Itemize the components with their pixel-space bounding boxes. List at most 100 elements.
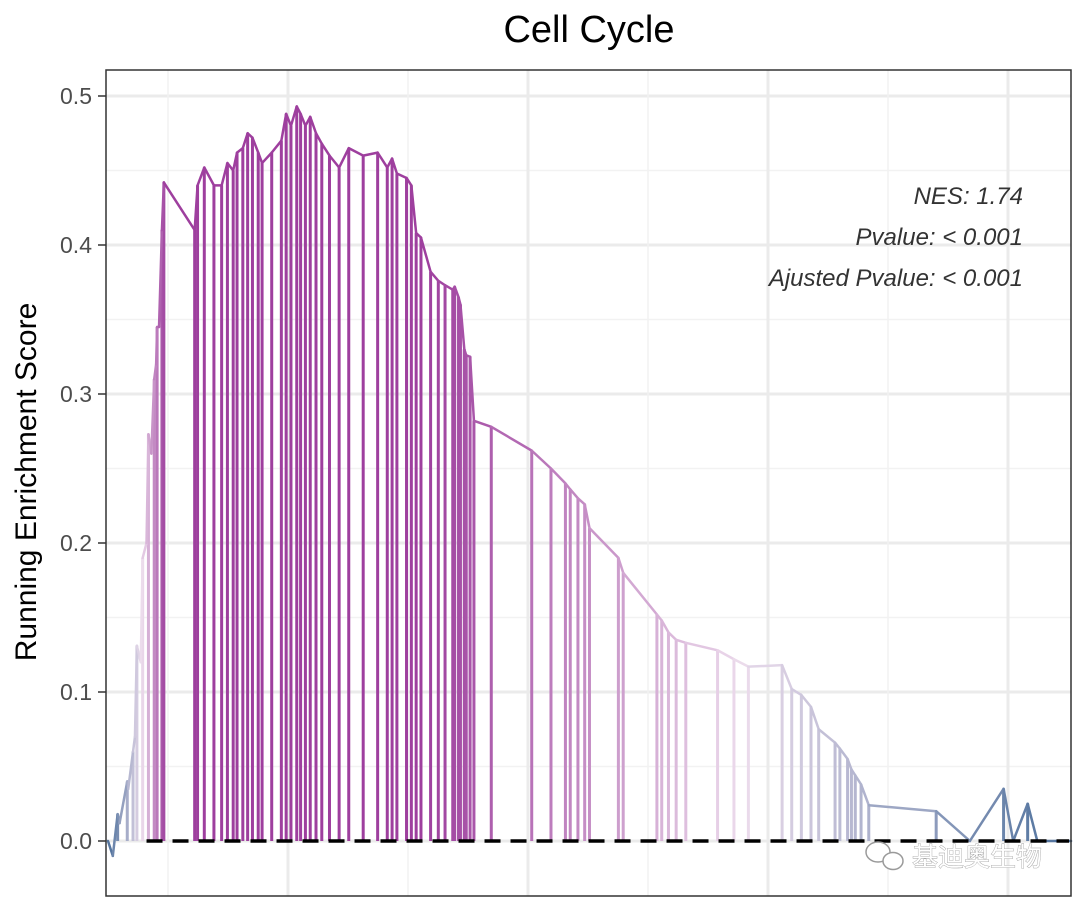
curve-segment-75 — [617, 556, 625, 575]
curve-segment-85 — [780, 663, 793, 691]
curve-segment-37 — [289, 105, 298, 128]
curve-segment-90 — [833, 741, 842, 750]
curve-segment-68 — [530, 449, 553, 470]
y-tick-label-5: 0.5 — [60, 83, 92, 109]
curve-segment-14 — [150, 377, 156, 455]
stats-annotation: NES: 1.74 Pvalue: < 0.001 Ajusted Pvalue… — [767, 183, 1023, 292]
curve-segment-31 — [251, 136, 260, 154]
plot-border — [105, 69, 1072, 897]
y-axis-label: Running Enrichment Score — [10, 303, 43, 662]
curve-segment-72 — [576, 497, 586, 506]
curve-segment-62 — [459, 303, 466, 351]
curve-segment-29 — [241, 132, 249, 150]
curve-segment-32 — [256, 151, 264, 165]
curve-segment-65 — [468, 355, 476, 423]
curve-segment-51 — [395, 172, 408, 180]
curve-segment-21 — [193, 184, 199, 232]
curve-segment-48 — [376, 151, 389, 169]
watermark-text: 基迪奥生物 — [912, 842, 1042, 872]
curve-segment-56 — [429, 270, 440, 283]
curve-segment-20 — [162, 181, 196, 232]
curve-segment-100 — [1011, 802, 1029, 843]
curve-segment-92 — [846, 757, 853, 771]
curve-segment-87 — [800, 693, 813, 709]
curve-segment-33 — [260, 151, 273, 165]
y-tick-label-3: 0.3 — [60, 381, 92, 407]
curve-segment-22 — [196, 166, 206, 187]
curve-segment-47 — [361, 151, 379, 157]
curve-segment-2 — [111, 812, 119, 858]
curve-segment-89 — [817, 728, 837, 744]
curve-segment-55 — [419, 236, 432, 274]
curve-segment-43 — [320, 142, 331, 157]
curve-segment-57 — [437, 279, 447, 287]
curve-segment-66 — [472, 419, 493, 429]
curve-segment-88 — [809, 705, 820, 731]
curve-segment-27 — [231, 151, 239, 172]
y-tick-label-1: 0.1 — [60, 679, 92, 705]
curve-segment-76 — [621, 571, 659, 616]
nes-label: NES: 1.74 — [914, 183, 1023, 210]
curve-segment-46 — [347, 146, 365, 157]
curve-segment-98 — [968, 787, 1005, 843]
curve-segment-95 — [859, 783, 871, 807]
curve-segment-15 — [152, 362, 158, 381]
curve-segment-94 — [854, 774, 863, 786]
curve-segment-6 — [126, 750, 135, 791]
pvalue-label: Pvalue: < 0.001 — [856, 224, 1023, 251]
curve-segment-52 — [405, 176, 413, 187]
curve-segment-86 — [790, 687, 803, 697]
curve-segment-73 — [583, 503, 591, 530]
curve-segment-4 — [118, 780, 129, 825]
watermark: 基迪奥生物 — [865, 841, 1042, 872]
curve-segment-36 — [284, 112, 293, 128]
curve-segment-18 — [157, 228, 164, 329]
running-score-curve — [106, 105, 1073, 858]
curve-segment-61 — [457, 295, 462, 306]
curve-segment-44 — [328, 154, 341, 169]
y-tick-label-4: 0.4 — [60, 232, 92, 258]
curve-segment-53 — [410, 184, 418, 235]
curve-segment-60 — [453, 285, 460, 299]
chart-title: Cell Cycle — [503, 9, 674, 51]
y-tick-label-0: 0.0 — [60, 828, 92, 854]
curve-segment-7 — [131, 735, 137, 753]
curve-segment-8 — [133, 644, 139, 738]
curve-segment-19 — [160, 181, 166, 232]
curve-segment-50 — [390, 157, 399, 175]
adjusted-pvalue-label: Ajusted Pvalue: < 0.001 — [767, 265, 1023, 292]
curve-segment-67 — [490, 425, 533, 452]
curve-segment-71 — [568, 488, 580, 500]
curve-segment-58 — [443, 283, 455, 291]
curve-segment-42 — [314, 132, 324, 145]
curve-segment-97 — [934, 809, 972, 843]
y-axis-ticks: 0.0 0.1 0.2 0.3 0.4 0.5 — [60, 83, 106, 854]
curve-segment-78 — [660, 619, 670, 634]
curve-segment-69 — [549, 467, 567, 485]
curve-segment-23 — [203, 166, 216, 187]
grid — [106, 70, 1071, 896]
curve-segment-25 — [220, 161, 229, 187]
curve-segment-80 — [674, 638, 688, 645]
curve-segment-82 — [716, 649, 736, 661]
curve-segment-40 — [304, 115, 312, 128]
curve-segment-10 — [139, 556, 144, 664]
curve-segment-12 — [145, 432, 150, 545]
wechat-icon — [865, 841, 904, 871]
curve-segment-38 — [295, 105, 302, 116]
curve-segment-84 — [747, 663, 784, 668]
curve-segment-81 — [684, 641, 719, 652]
curve-segment-41 — [308, 115, 318, 135]
curve-segment-70 — [564, 482, 572, 491]
curve-segment-16 — [154, 325, 159, 366]
curve-segment-45 — [337, 146, 350, 169]
curve-segment-77 — [655, 613, 663, 622]
curve-segment-96 — [867, 803, 938, 813]
curve-segment-35 — [280, 112, 288, 142]
curve-segment-11 — [141, 541, 148, 560]
curve-segment-101 — [1026, 802, 1039, 843]
curve-segment-34 — [270, 139, 283, 154]
gene-hit-lines — [116, 106, 1030, 841]
curve-segment-91 — [838, 747, 849, 761]
